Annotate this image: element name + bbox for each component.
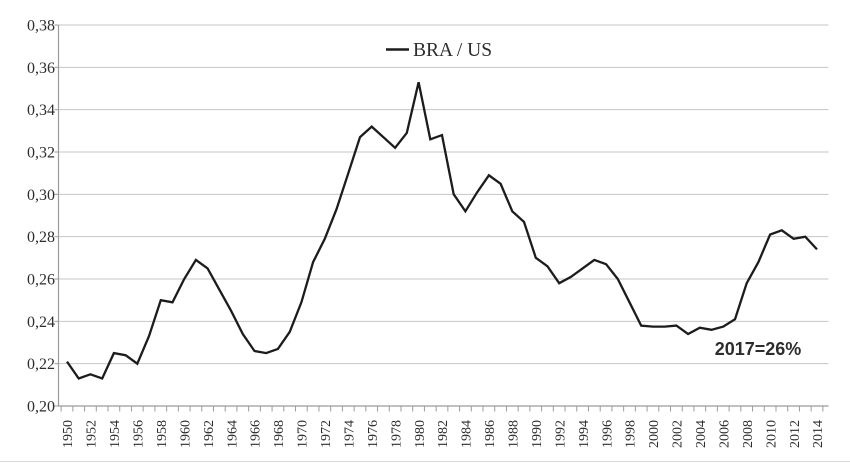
x-axis-tick-label: 1952 [85,420,100,448]
x-axis-tick-label: 2012 [788,420,803,448]
x-axis-tick-label: 1976 [366,420,381,448]
y-axis-labels: 0,38 0,36 0,34 0,32 0,30 0,28 0,26 0,24 0,22 0,20 [27,18,55,416]
x-axis-tick-label: 1980 [413,420,428,448]
x-axis-tick-label: 1994 [577,420,592,448]
data-line-bra-us [66,81,818,380]
x-axis-tick-label: 1962 [202,420,217,448]
x-axis-tick-label: 2002 [671,420,686,448]
x-axis-tick-label: 1988 [507,420,522,448]
y-axis-tick-label: 0,36 [27,60,55,77]
x-axis-tick-label: 1984 [460,420,475,448]
x-axis-tick-label: 2008 [741,420,756,448]
x-axis-tick-label: 1992 [553,420,568,448]
x-axis-tick-label: 1978 [389,420,404,448]
y-axis-tick-label: 0,28 [27,229,55,246]
legend: BRA / US [386,40,492,61]
x-axis-tick-label: 2004 [694,420,709,448]
annotation-2017-value: 2017=26% [715,339,802,359]
x-axis-tick-label: 2010 [764,420,779,448]
x-axis-tick-label: 1960 [178,420,193,448]
x-axis-tick-label: 1972 [319,420,334,448]
axes [54,24,829,412]
y-axis-tick-label: 0,32 [27,145,55,162]
y-axis-tick-label: 0,22 [27,356,55,373]
x-axis-tick-label: 2014 [811,420,826,448]
bottom-divider [0,461,850,462]
x-axis-labels: 1950 1952 1954 1956 1958 1960 1962 1964 1966 1968… [61,420,826,448]
x-axis-tick-label: 2006 [717,420,732,448]
x-axis-tick-label: 1956 [132,420,147,448]
x-axis-tick-label: 1990 [530,420,545,448]
legend-label: BRA / US [413,40,492,61]
x-axis-tick-label: 1970 [296,420,311,448]
y-axis-tick-label: 0,38 [27,18,55,35]
gridlines [58,24,829,365]
x-axis-tick-label: 1954 [108,420,123,448]
y-axis-tick-label: 0,24 [27,314,55,331]
x-axis-tick-label: 1982 [436,420,451,448]
x-axis-tick-label: 1986 [483,420,498,448]
x-axis-tick-label: 2000 [647,420,662,448]
y-axis-tick-label: 0,30 [27,187,55,204]
x-axis-tick-label: 1950 [61,420,76,448]
x-axis-tick-label: 1958 [155,420,170,448]
x-axis-tick-label: 1996 [600,420,615,448]
x-axis-tick-label: 1998 [624,420,639,448]
x-axis-tick-label: 1968 [272,420,287,448]
y-axis-tick-label: 0,20 [27,399,55,416]
y-axis-tick-label: 0,26 [27,272,55,289]
x-axis-tick-label: 1964 [225,420,240,448]
x-axis-tick-label: 1966 [249,420,264,448]
y-axis-tick-label: 0,34 [27,102,55,119]
x-axis-tick-label: 1974 [342,420,357,448]
